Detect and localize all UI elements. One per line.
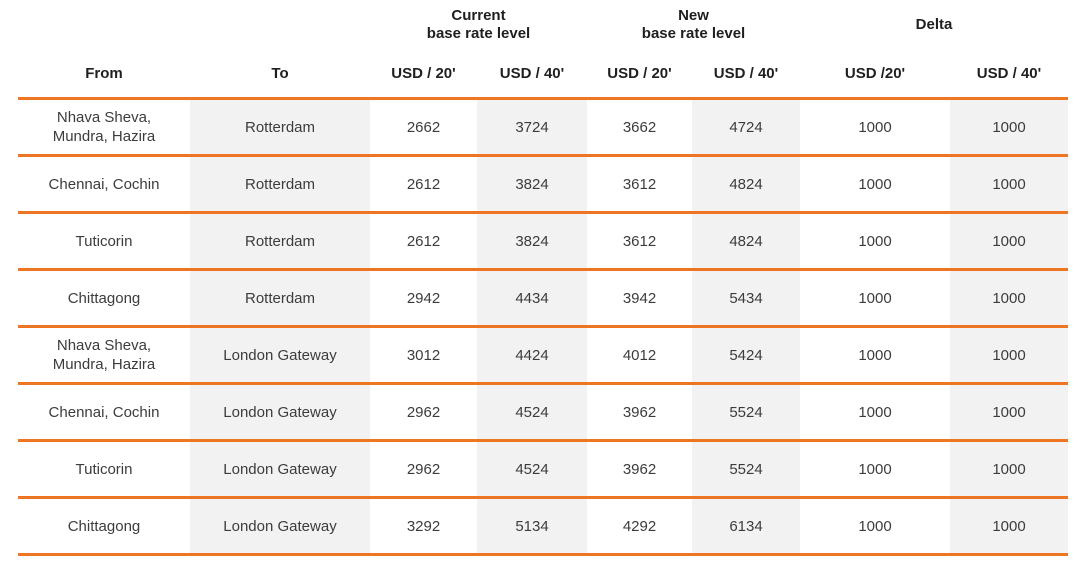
cell-delta-usd-20: 1000 bbox=[858, 403, 892, 421]
cell-new-usd-40: 4824 bbox=[692, 214, 800, 268]
cell-new-usd-20: 4292 bbox=[622, 517, 657, 535]
cell-delta-usd-40: 1000 bbox=[950, 271, 1068, 325]
cell-current-usd-20: 2612 bbox=[406, 232, 441, 250]
cell-new-usd-40: 4824 bbox=[692, 157, 800, 211]
cell-current-usd-20: 2662 bbox=[406, 118, 441, 136]
cell-current-usd-40: 4434 bbox=[477, 271, 587, 325]
cell-new-usd-40: 5434 bbox=[692, 271, 800, 325]
column-header-to: To bbox=[271, 65, 289, 82]
cell-new-usd-40: 5524 bbox=[692, 442, 800, 496]
cell-from: Chittagong bbox=[67, 289, 141, 307]
cell-current-usd-40: 4424 bbox=[477, 328, 587, 382]
cell-current-usd-40: 4524 bbox=[477, 385, 587, 439]
cell-current-usd-40: 3824 bbox=[477, 157, 587, 211]
cell-from: Chennai, Cochin bbox=[48, 403, 160, 421]
cell-from: Nhava Sheva, Mundra, Hazira bbox=[52, 109, 156, 145]
table-row: Chennai, Cochin London Gateway 2962 4524… bbox=[18, 385, 1068, 442]
cell-to: Rotterdam bbox=[190, 271, 370, 325]
cell-delta-usd-40: 1000 bbox=[950, 157, 1068, 211]
column-header-current-usd-40: USD / 40' bbox=[499, 65, 565, 82]
cell-new-usd-20: 3662 bbox=[622, 118, 657, 136]
table-row: Chittagong London Gateway 3292 5134 4292… bbox=[18, 499, 1068, 556]
cell-current-usd-20: 2962 bbox=[406, 460, 441, 478]
cell-from: Chittagong bbox=[67, 517, 141, 535]
column-header-delta-usd-20: USD /20' bbox=[844, 65, 906, 82]
table-row: Chittagong Rotterdam 2942 4434 3942 5434… bbox=[18, 271, 1068, 328]
cell-new-usd-20: 3962 bbox=[622, 403, 657, 421]
column-header-new-usd-40: USD / 40' bbox=[713, 65, 779, 82]
cell-delta-usd-40: 1000 bbox=[950, 385, 1068, 439]
cell-new-usd-40: 5424 bbox=[692, 328, 800, 382]
cell-new-usd-20: 3942 bbox=[622, 289, 657, 307]
column-header-row: From To USD / 20' USD / 40' USD / 20' US… bbox=[18, 50, 1068, 97]
cell-delta-usd-40: 1000 bbox=[950, 100, 1068, 154]
group-header-current-base-rate: Current base rate level bbox=[426, 7, 531, 42]
cell-new-usd-20: 3612 bbox=[622, 232, 657, 250]
cell-delta-usd-20: 1000 bbox=[858, 175, 892, 193]
cell-to: London Gateway bbox=[190, 385, 370, 439]
column-header-current-usd-20: USD / 20' bbox=[391, 65, 456, 82]
cell-current-usd-40: 3724 bbox=[477, 100, 587, 154]
column-header-from: From bbox=[85, 65, 123, 82]
table-row: Chennai, Cochin Rotterdam 2612 3824 3612… bbox=[18, 157, 1068, 214]
cell-current-usd-20: 2612 bbox=[406, 175, 441, 193]
group-header-row: Current base rate level New base rate le… bbox=[18, 0, 1068, 50]
cell-current-usd-20: 2962 bbox=[406, 403, 441, 421]
cell-current-usd-20: 2942 bbox=[406, 289, 441, 307]
cell-current-usd-40: 4524 bbox=[477, 442, 587, 496]
cell-current-usd-20: 3292 bbox=[406, 517, 441, 535]
cell-delta-usd-40: 1000 bbox=[950, 214, 1068, 268]
cell-current-usd-20: 3012 bbox=[406, 346, 441, 364]
cell-current-usd-40: 5134 bbox=[477, 499, 587, 553]
cell-delta-usd-20: 1000 bbox=[858, 118, 892, 136]
table-body: Nhava Sheva, Mundra, Hazira Rotterdam 26… bbox=[18, 97, 1068, 556]
cell-to: Rotterdam bbox=[190, 214, 370, 268]
cell-new-usd-20: 3962 bbox=[622, 460, 657, 478]
rate-table: Current base rate level New base rate le… bbox=[18, 0, 1068, 556]
cell-new-usd-20: 3612 bbox=[622, 175, 657, 193]
cell-to: London Gateway bbox=[190, 328, 370, 382]
cell-to: Rotterdam bbox=[190, 157, 370, 211]
column-header-new-usd-20: USD / 20' bbox=[607, 65, 672, 82]
cell-new-usd-40: 6134 bbox=[692, 499, 800, 553]
column-header-delta-usd-40: USD / 40' bbox=[976, 65, 1042, 82]
cell-from: Tuticorin bbox=[75, 460, 133, 478]
cell-delta-usd-20: 1000 bbox=[858, 517, 892, 535]
cell-from: Nhava Sheva, Mundra, Hazira bbox=[52, 337, 156, 373]
cell-delta-usd-20: 1000 bbox=[858, 289, 892, 307]
cell-to: Rotterdam bbox=[190, 100, 370, 154]
cell-delta-usd-40: 1000 bbox=[950, 499, 1068, 553]
cell-new-usd-40: 4724 bbox=[692, 100, 800, 154]
cell-delta-usd-20: 1000 bbox=[858, 460, 892, 478]
cell-from: Chennai, Cochin bbox=[48, 175, 160, 193]
cell-delta-usd-20: 1000 bbox=[858, 232, 892, 250]
cell-current-usd-40: 3824 bbox=[477, 214, 587, 268]
cell-to: London Gateway bbox=[190, 499, 370, 553]
table-row: Nhava Sheva, Mundra, Hazira London Gatew… bbox=[18, 328, 1068, 385]
table-row: Tuticorin Rotterdam 2612 3824 3612 4824 … bbox=[18, 214, 1068, 271]
cell-from: Tuticorin bbox=[75, 232, 133, 250]
group-header-new-base-rate: New base rate level bbox=[641, 7, 746, 42]
cell-delta-usd-20: 1000 bbox=[858, 346, 892, 364]
cell-to: London Gateway bbox=[190, 442, 370, 496]
cell-new-usd-20: 4012 bbox=[622, 346, 657, 364]
cell-delta-usd-40: 1000 bbox=[950, 442, 1068, 496]
table-row: Tuticorin London Gateway 2962 4524 3962 … bbox=[18, 442, 1068, 499]
cell-new-usd-40: 5524 bbox=[692, 385, 800, 439]
table-row: Nhava Sheva, Mundra, Hazira Rotterdam 26… bbox=[18, 100, 1068, 157]
cell-delta-usd-40: 1000 bbox=[950, 328, 1068, 382]
group-header-delta: Delta bbox=[915, 16, 953, 33]
